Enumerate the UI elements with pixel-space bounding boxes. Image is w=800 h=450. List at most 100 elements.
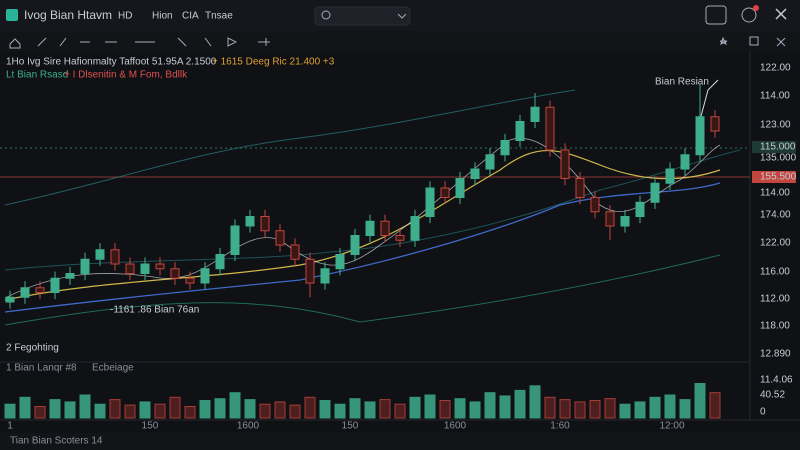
volume-bar — [49, 399, 61, 419]
price-label: 135.000 — [760, 153, 797, 164]
candle-body — [665, 168, 675, 184]
time-label: 1:60 — [550, 421, 570, 432]
candle-body — [260, 216, 270, 232]
volume-bar — [529, 385, 541, 419]
candle-body — [590, 197, 600, 213]
volume-bar — [409, 396, 421, 419]
volume-legend-extra: Ecbeiage — [92, 363, 134, 374]
volume-bar — [619, 403, 631, 419]
home-icon[interactable] — [9, 38, 21, 49]
candle-body — [275, 230, 285, 246]
legend-line2-extra: + I Dlsenitin & M Fom, Bdllk — [64, 70, 188, 81]
volume-bar — [109, 399, 121, 419]
time-label: 12:00 — [659, 421, 684, 432]
price-label: 116.00 — [760, 267, 790, 278]
candle-body — [350, 235, 360, 255]
volume-bar — [289, 404, 301, 419]
candle-body — [455, 178, 465, 198]
legend-line1: 1Ho Ivg Sire Hafionmalty Taffoot 51.95A … — [6, 57, 217, 68]
candle-body — [440, 187, 450, 198]
candle-body — [545, 106, 555, 151]
toolbar-icons — [9, 36, 786, 49]
volume-axis-label: 11.4.06 — [760, 375, 793, 386]
close-panel-icon[interactable] — [776, 37, 786, 47]
menu-item[interactable]: HD — [118, 11, 132, 22]
volume-bar — [694, 383, 706, 419]
alert-button[interactable] — [741, 7, 757, 23]
volume-bar — [229, 392, 241, 419]
volume-bar — [349, 398, 361, 419]
volume-bar — [679, 399, 691, 419]
volume-bar — [379, 399, 391, 419]
volume-bar — [259, 403, 271, 419]
tool-icons[interactable] — [37, 37, 270, 47]
volume-bar — [169, 396, 181, 419]
annotation-top: Bian Resian — [655, 77, 709, 88]
volume-bar — [139, 401, 151, 419]
volume-bar — [4, 403, 16, 419]
candle-body — [185, 277, 195, 284]
time-label: 1600 — [237, 421, 260, 432]
annotation-mid: -1161 .86 Bian 76an — [110, 305, 199, 316]
price-label: 174.00 — [760, 210, 791, 221]
lower-band — [4, 254, 721, 326]
candle-body — [155, 263, 165, 270]
candle-body — [215, 254, 225, 270]
volume-bar — [34, 406, 46, 419]
candle-body — [290, 244, 300, 260]
volume-bar — [514, 389, 526, 419]
price-label: 115.000 — [760, 142, 796, 153]
legend-line2: Lt Bian Rsasd — [6, 70, 68, 81]
alert-dot — [753, 5, 759, 11]
logo-icon — [6, 9, 18, 21]
volume-bar — [544, 396, 556, 419]
volume-bar — [709, 392, 721, 419]
copy-icon[interactable] — [749, 36, 759, 46]
annotation-left: 2 Fegohting — [6, 343, 59, 354]
candle-body — [575, 178, 585, 198]
candle-body — [365, 220, 375, 236]
candle-body — [50, 277, 60, 293]
close-button[interactable] — [775, 8, 787, 20]
candle-body — [500, 140, 510, 156]
volume-bar — [649, 396, 661, 419]
price-label: 114.00 — [760, 188, 790, 199]
candle-body — [560, 149, 570, 179]
menu-item[interactable]: Tnsae — [205, 11, 233, 22]
volume-bar — [394, 403, 406, 419]
search-box[interactable] — [314, 6, 411, 26]
price-label: 122.00 — [760, 238, 791, 249]
volume-bar — [19, 396, 31, 419]
candle-body — [710, 116, 720, 132]
volume-axis-label: 0 — [760, 407, 766, 418]
time-label: 1 — [7, 421, 13, 432]
volume-bar — [424, 394, 436, 419]
time-label: 150 — [342, 421, 359, 432]
volume-axis-label: 40.52 — [760, 390, 785, 401]
chat-button[interactable] — [705, 5, 727, 25]
menu-item[interactable]: CIA — [182, 11, 199, 22]
volume-bar — [319, 400, 331, 419]
candle-body — [470, 168, 480, 179]
volume-bar — [574, 401, 586, 419]
annotation-line — [699, 79, 719, 121]
logo: Ivog Bian Htavm — [24, 8, 112, 22]
volume-bar — [634, 401, 646, 419]
candle-body — [20, 287, 30, 298]
volume-bar — [64, 401, 76, 419]
volume-bar — [184, 406, 196, 419]
volume-bar — [154, 403, 166, 419]
footer: Tian Bian Scoters 14 — [10, 436, 103, 447]
price-tag — [752, 141, 796, 153]
candle-body — [245, 216, 255, 227]
menu-item[interactable]: Hion — [152, 11, 173, 22]
volume-bar — [559, 399, 571, 419]
star-icon[interactable] — [719, 36, 728, 46]
ma-long — [4, 182, 721, 313]
ma-short — [4, 138, 721, 299]
candle-body — [140, 263, 150, 274]
price-label: 122.00 — [760, 63, 791, 74]
volume-bar — [439, 400, 451, 419]
candle-body — [35, 287, 45, 293]
